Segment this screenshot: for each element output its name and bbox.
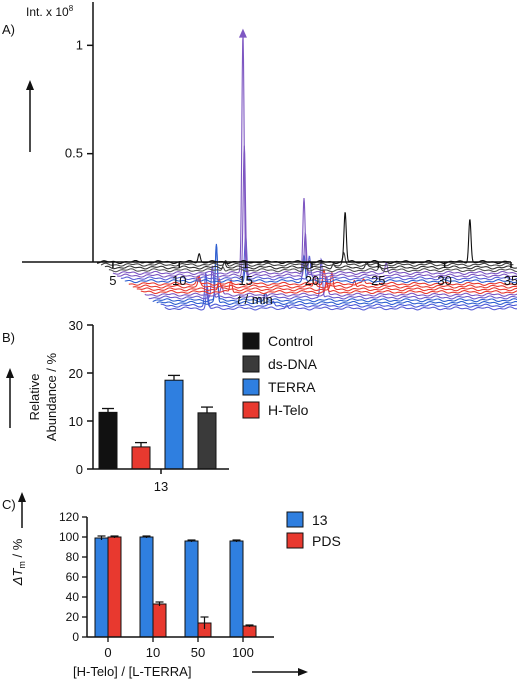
y-tick-label-60: 60 bbox=[66, 570, 80, 584]
panel-b-ylabel-line2: Abundance / % bbox=[44, 352, 59, 441]
x-tick-label-30: 30 bbox=[437, 273, 451, 288]
y-tick-label-80: 80 bbox=[66, 550, 80, 564]
legend-label-PDS: PDS bbox=[312, 533, 341, 549]
panel-b-ylabel-line1: Relative bbox=[27, 374, 42, 421]
panel-c-y-ticks: 0 20 40 60 80 100 120 bbox=[59, 510, 87, 644]
x-tick-label-5: 5 bbox=[109, 273, 116, 288]
x-tick-label-10: 10 bbox=[146, 645, 160, 660]
y-tick-label-0: 0 bbox=[76, 462, 83, 477]
legend-label-13: 13 bbox=[312, 512, 328, 528]
trace-10 bbox=[136, 271, 517, 292]
trace-16 bbox=[160, 271, 517, 308]
legend-label-H-Telo: H-Telo bbox=[268, 402, 309, 418]
bar-PDS-10 bbox=[152, 603, 167, 638]
panel-c-label: C) bbox=[2, 497, 16, 512]
trace-5 bbox=[116, 145, 517, 278]
bar-H-Telo bbox=[131, 446, 151, 470]
trace-6 bbox=[120, 233, 517, 281]
trace-14 bbox=[152, 245, 517, 303]
panel-b-y-ticks: 0 10 20 30 bbox=[69, 318, 93, 477]
y-tick-label-40: 40 bbox=[66, 590, 80, 604]
x-tick-label-0: 0 bbox=[104, 645, 111, 660]
panel-c: C) ΔTm / % 0 20 40 60 80 100 120 0 10 50 100 [H-T… bbox=[2, 492, 341, 679]
y-tick-label-0: 0 bbox=[72, 630, 79, 644]
x-tick-label-20: 20 bbox=[305, 273, 319, 288]
panel-b: B) Relative Abundance / % 0 10 20 30 13 Con… bbox=[2, 318, 318, 494]
legend-swatch-13 bbox=[286, 511, 304, 528]
peak-off-scale-arrow bbox=[238, 28, 247, 38]
x-tick-label-35: 35 bbox=[504, 273, 517, 288]
x-tick-label-10: 10 bbox=[172, 273, 186, 288]
panel-a-x-ticks: 5 10 15 20 25 30 35 bbox=[109, 262, 517, 288]
legend-label-Control: Control bbox=[268, 333, 313, 349]
y-tick-label-1: 1 bbox=[76, 37, 83, 52]
legend-swatch-ds-DNA bbox=[242, 355, 260, 373]
trace-11 bbox=[140, 279, 517, 295]
bar-TERRA bbox=[164, 379, 184, 470]
bar-PDS-0 bbox=[107, 536, 122, 638]
x-tick-label-25: 25 bbox=[371, 273, 385, 288]
legend-label-TERRA: TERRA bbox=[268, 379, 316, 395]
panel-b-up-arrow bbox=[6, 368, 14, 428]
panel-c-x-ticks: 0 10 50 100 bbox=[104, 637, 254, 660]
bar-Control bbox=[98, 411, 118, 470]
x-tick-label-50: 50 bbox=[191, 645, 205, 660]
panel-a-xlabel: t / min bbox=[237, 292, 272, 307]
panel-c-ylabel: ΔTm / % bbox=[10, 538, 27, 586]
y-tick-label-120: 120 bbox=[59, 510, 79, 524]
trace-3 bbox=[108, 263, 517, 273]
bar-13-50 bbox=[184, 540, 199, 638]
panel-b-label: B) bbox=[2, 330, 15, 345]
trace-15 bbox=[156, 243, 517, 306]
x-tick-label-100: 100 bbox=[232, 645, 254, 660]
panel-c-right-arrow bbox=[252, 668, 308, 676]
bar-13-10 bbox=[139, 536, 154, 638]
y-tick-label-100: 100 bbox=[59, 530, 79, 544]
bar-ds-DNA bbox=[197, 412, 217, 470]
y-tick-label-20: 20 bbox=[69, 366, 83, 381]
trace-7 bbox=[124, 254, 517, 284]
panel-b-legend: Control ds-DNA TERRA H-Telo bbox=[242, 332, 318, 419]
panel-c-xlabel: [H-Telo] / [L-TERRA] bbox=[73, 664, 191, 679]
trace-9 bbox=[132, 275, 517, 289]
bar-13-100 bbox=[229, 540, 244, 638]
panel-c-up-arrow bbox=[18, 492, 26, 528]
y-tick-label-30: 30 bbox=[69, 318, 83, 333]
chromatogram-traces bbox=[97, 28, 517, 311]
y-tick-label-0.5: 0.5 bbox=[65, 146, 83, 161]
panel-b-bars bbox=[98, 374, 217, 470]
panel-b-category-label: 13 bbox=[154, 479, 168, 494]
panel-a-y-ticks: 0.51 bbox=[65, 37, 93, 161]
trace-4 bbox=[112, 35, 517, 275]
panel-c-bars bbox=[94, 535, 257, 638]
legend-swatch-PDS bbox=[286, 532, 304, 549]
y-tick-label-10: 10 bbox=[69, 414, 83, 429]
panel-a-label: A) bbox=[2, 22, 15, 37]
legend-swatch-Control bbox=[242, 332, 260, 350]
legend-label-ds-DNA: ds-DNA bbox=[268, 356, 318, 372]
trace-17 bbox=[164, 285, 517, 311]
panel-a-ylabel: Int. x 108 bbox=[26, 4, 74, 19]
legend-swatch-TERRA bbox=[242, 378, 260, 396]
panel-a-up-arrow bbox=[26, 80, 34, 152]
bar-13-0 bbox=[94, 537, 109, 638]
trace-2 bbox=[104, 261, 517, 270]
x-tick-label-15: 15 bbox=[238, 273, 252, 288]
trace-13 bbox=[148, 257, 517, 300]
trace-12 bbox=[144, 275, 517, 297]
legend-swatch-H-Telo bbox=[242, 401, 260, 419]
panel-c-legend: 13 PDS bbox=[286, 511, 341, 549]
y-tick-label-20: 20 bbox=[66, 610, 80, 624]
panel-a: A) Int. x 108 0.51 5 10 15 20 25 30 35 t / min bbox=[2, 2, 517, 311]
bar-PDS-100 bbox=[242, 625, 257, 638]
